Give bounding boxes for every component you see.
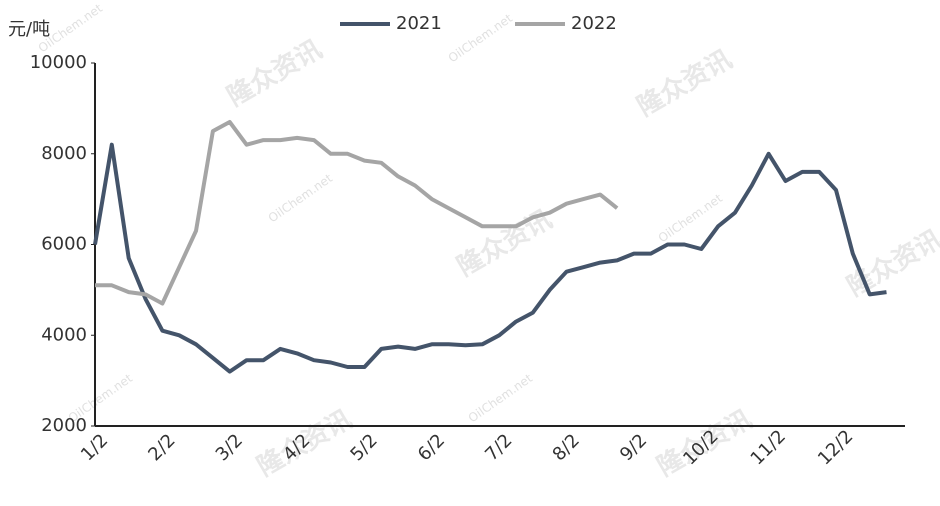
y-tick-label: 8000 (41, 143, 87, 164)
x-tick-label: 2/2 (144, 430, 179, 465)
x-tick-label: 9/2 (616, 430, 651, 465)
watermark: OilChem.net (466, 371, 535, 425)
y-tick-label: 10000 (30, 52, 87, 73)
y-tick-label: 6000 (41, 234, 87, 255)
x-tick-label: 7/2 (481, 430, 516, 465)
legend-label: 2022 (571, 13, 617, 34)
watermark: OilChem.net (446, 11, 515, 65)
y-unit: 元/吨 (8, 19, 50, 40)
line (93, 142, 887, 374)
watermark: 隆众资讯 (632, 45, 737, 123)
x-tick-label: 8/2 (549, 430, 584, 465)
y-tick-label: 4000 (41, 324, 87, 345)
x-tick-label: 5/2 (346, 430, 381, 465)
watermark: OilChem.net (266, 171, 335, 225)
legend-label: 2021 (396, 13, 442, 34)
watermark: 隆众资讯 (222, 35, 327, 113)
line (95, 120, 619, 306)
x-tick-label: 3/2 (212, 430, 247, 465)
watermark: OilChem.net (656, 191, 725, 245)
x-tick-label: 6/2 (414, 430, 449, 465)
y-tick-label: 2000 (41, 415, 87, 436)
x-tick-label: 12/2 (814, 426, 857, 469)
